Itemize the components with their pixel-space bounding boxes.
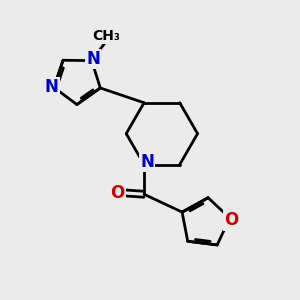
Text: N: N	[45, 78, 58, 96]
Text: O: O	[224, 212, 238, 230]
Text: CH₃: CH₃	[93, 29, 121, 43]
Text: N: N	[140, 153, 154, 171]
Text: N: N	[86, 50, 100, 68]
Text: O: O	[110, 184, 124, 202]
